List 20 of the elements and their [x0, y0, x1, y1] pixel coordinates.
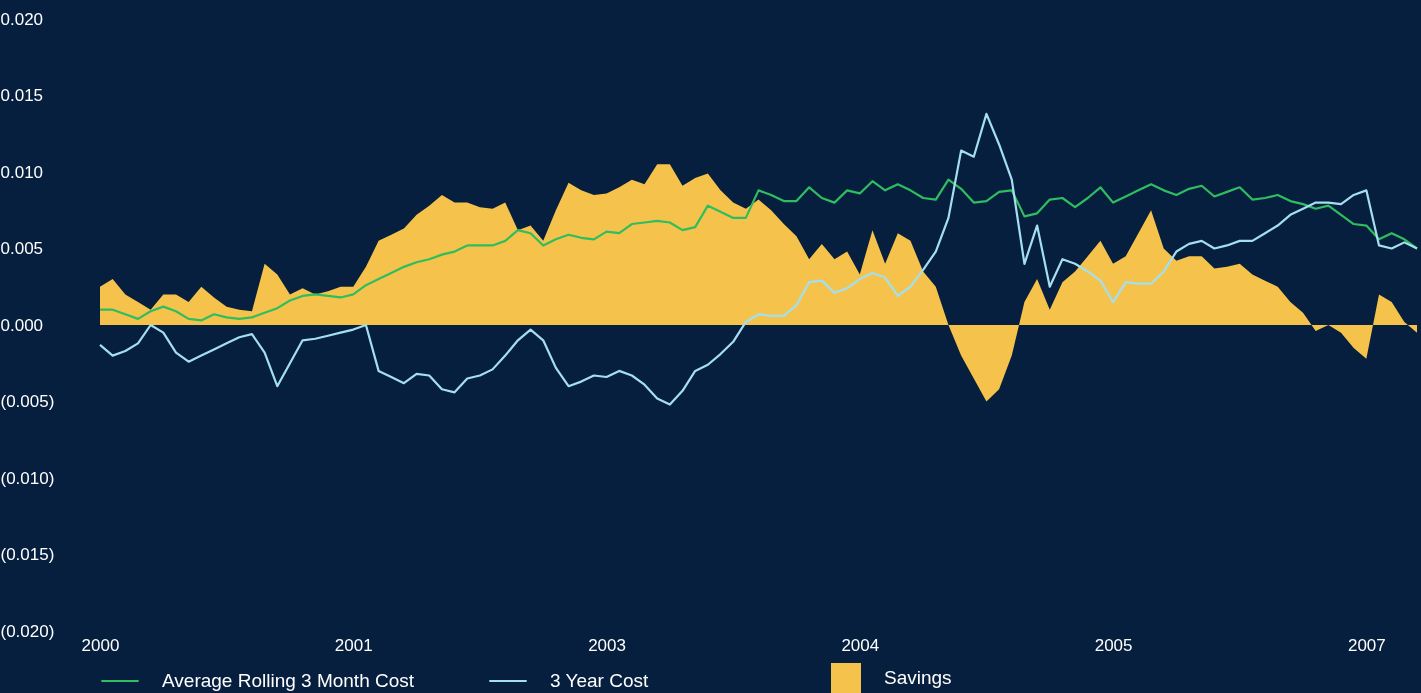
x-tick-label: 2000 [81, 635, 120, 655]
y-tick-label: (0.020) [0, 621, 55, 641]
x-tick-label: 2003 [588, 635, 626, 655]
legend-label: Savings [884, 667, 952, 688]
y-tick-label: 0.000 [0, 315, 44, 335]
y-tick-label: 0.015 [0, 86, 44, 105]
y-tick-label: 0.005 [0, 239, 44, 258]
y-tick-label: 0.020 [0, 9, 44, 29]
x-tick-label: 2007 [1347, 635, 1386, 655]
legend-label: Average Rolling 3 Month Cost [162, 670, 415, 691]
legend-label: 3 Year Cost [550, 670, 649, 691]
y-tick-label: (0.010) [0, 468, 55, 488]
line-series [98, 112, 1419, 406]
line-series [98, 178, 1419, 322]
x-tick-label: 2004 [841, 635, 880, 655]
y-tick-label: 0.010 [0, 162, 44, 182]
y-tick-label: (0.015) [0, 545, 55, 564]
x-tick-label: 2001 [334, 635, 373, 655]
x-tick-label: 2005 [1094, 635, 1133, 655]
y-tick-label: (0.005) [0, 392, 55, 411]
